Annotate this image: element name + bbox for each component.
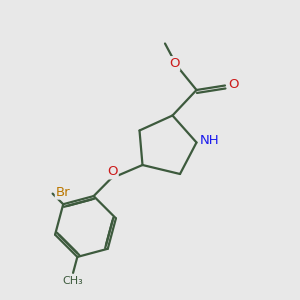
Text: NH: NH <box>199 134 219 147</box>
Text: O: O <box>169 57 179 70</box>
Text: O: O <box>228 77 239 91</box>
Text: CH₃: CH₃ <box>63 276 83 286</box>
Text: Br: Br <box>56 186 70 199</box>
Text: O: O <box>107 165 118 178</box>
